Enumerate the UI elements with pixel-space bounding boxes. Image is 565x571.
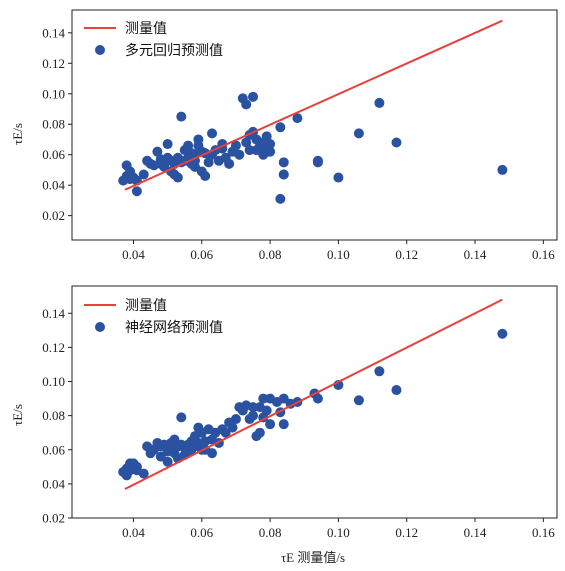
scatter-point — [265, 139, 276, 150]
scatter-point — [248, 91, 259, 102]
scatter-point — [203, 157, 214, 168]
scatter-point — [353, 395, 364, 406]
scatter-point — [333, 172, 344, 183]
x-tick-label: 0.08 — [259, 525, 282, 540]
scatter-point — [241, 99, 252, 110]
scatter-point — [254, 427, 265, 438]
scatter-point — [258, 393, 269, 404]
scatter-point — [292, 113, 303, 124]
x-tick-label: 0.10 — [327, 525, 350, 540]
scatter-point — [230, 140, 241, 151]
scatter-point — [224, 158, 235, 169]
y-tick-label: 0.14 — [42, 306, 65, 321]
y-tick-label: 0.06 — [42, 147, 65, 162]
legend-swatch-predicted — [95, 45, 105, 55]
chart-top: τE/s 0.04 0.06 0.08 0.10 0.12 0.14 0.16 0.02 0.0… — [10, 9, 558, 262]
scatter-point — [312, 393, 323, 404]
scatter-point — [265, 146, 276, 157]
scatter-point — [265, 419, 276, 430]
scatter-point — [162, 139, 173, 150]
x-tick-label: 0.06 — [190, 247, 213, 262]
scatter-point — [183, 140, 194, 151]
measured-line — [124, 19, 503, 191]
scatter-point — [162, 456, 173, 467]
y-tick-label: 0.10 — [42, 374, 65, 389]
scatter-point — [138, 468, 149, 479]
scatter-point — [244, 145, 255, 156]
y-tick-label: 0.02 — [42, 511, 65, 526]
chart-bottom: τE/s τE 测量值/s 0.04 0.06 0.08 0.10 0.12 0.14 0.… — [10, 285, 558, 565]
x-tick-label: 0.10 — [327, 247, 350, 262]
y-tick-label: 0.08 — [42, 117, 65, 132]
scatter-point — [248, 410, 259, 421]
y-axis-label: τE/s — [10, 404, 25, 426]
y-tick-label: 0.12 — [42, 56, 65, 71]
x-tick-label: 0.12 — [395, 525, 418, 540]
scatter-point — [230, 414, 241, 425]
x-tick-label: 0.16 — [532, 247, 555, 262]
legend-swatch-predicted — [95, 322, 105, 332]
x-tick-label: 0.06 — [190, 525, 213, 540]
legend-label-measured: 测量值 — [125, 298, 167, 314]
x-tick-label: 0.12 — [395, 247, 418, 262]
y-tick-label: 0.10 — [42, 86, 65, 101]
scatter-point — [374, 366, 385, 377]
scatter-point — [391, 137, 402, 148]
scatter-point — [193, 134, 204, 145]
scatter-point — [248, 402, 259, 413]
scatter-point — [227, 422, 238, 433]
legend-label-predicted: 多元回归预测值 — [125, 42, 223, 59]
scatter-point — [207, 128, 218, 139]
scatter-point — [131, 186, 142, 197]
y-axis-label: τE/s — [10, 123, 25, 145]
scatter-point — [353, 128, 364, 139]
y-tick-label: 0.04 — [42, 476, 65, 491]
y-tick-label: 0.02 — [42, 208, 65, 223]
x-axis-label: τE 测量值/s — [281, 550, 345, 565]
scatter-point — [278, 393, 289, 404]
x-tick-label: 0.08 — [259, 247, 282, 262]
scatter-point — [172, 172, 183, 183]
x-tick-label: 0.04 — [122, 525, 145, 540]
scatter-point — [261, 131, 272, 142]
scatter-point — [278, 157, 289, 168]
scatter-point — [207, 448, 218, 459]
scatter-point — [497, 328, 508, 339]
y-tick-label: 0.06 — [42, 442, 65, 457]
x-tick-label: 0.16 — [532, 525, 555, 540]
x-tick-label: 0.04 — [122, 247, 145, 262]
scatter-point — [497, 164, 508, 175]
scatter-point — [275, 122, 286, 133]
plot-frame — [71, 285, 558, 519]
scatter-point — [278, 419, 289, 430]
scatter-point — [391, 385, 402, 396]
scatter-point — [261, 405, 272, 416]
scatter-point — [278, 169, 289, 180]
scatter-point — [176, 412, 187, 423]
scatter-point — [275, 193, 286, 204]
scatter-point — [176, 111, 187, 122]
scatter-point — [220, 427, 231, 438]
plot-frame — [71, 9, 558, 241]
x-tick-label: 0.14 — [464, 525, 487, 540]
scatter-point — [138, 169, 149, 180]
legend-label-predicted: 神经网络预测值 — [125, 320, 223, 336]
scatter-point — [312, 155, 323, 166]
x-tick-label: 0.14 — [464, 247, 487, 262]
y-tick-label: 0.08 — [42, 408, 65, 423]
scatter-point — [217, 143, 228, 154]
scatter-point — [241, 137, 252, 148]
scatter-point — [234, 149, 245, 160]
scatter-point — [374, 97, 385, 108]
scatter-point — [155, 451, 166, 462]
legend-label-measured: 测量值 — [125, 21, 167, 37]
y-tick-label: 0.04 — [42, 178, 65, 193]
measured-line — [124, 298, 503, 490]
scatter-point — [152, 146, 163, 157]
y-tick-label: 0.12 — [42, 340, 65, 355]
scatter-point — [200, 171, 211, 182]
y-tick-label: 0.14 — [42, 25, 65, 40]
